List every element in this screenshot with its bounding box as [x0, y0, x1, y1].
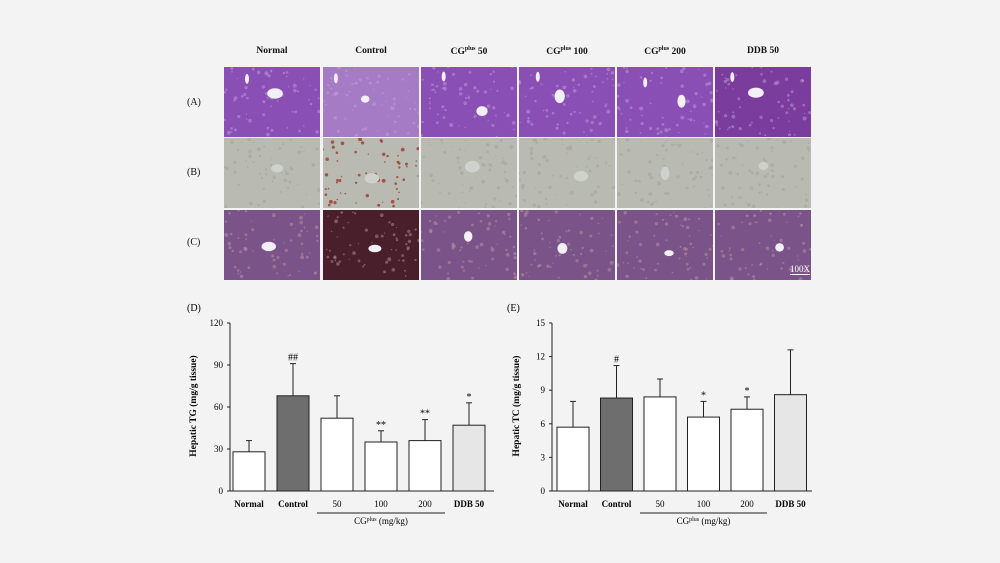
row-label-c: (C)	[187, 237, 201, 248]
histology-tile	[617, 210, 713, 280]
col-header-dose: 50	[475, 47, 488, 58]
panel-label-e: (E)	[507, 303, 520, 314]
col-header-dose: 100	[571, 47, 588, 58]
ylabel-tg: Hepatic TG (mg/g tissue)	[188, 355, 199, 456]
col-header-text: Normal	[256, 46, 288, 56]
x-tick-label: 100	[374, 499, 388, 509]
col-header-control: Control	[323, 46, 419, 56]
col-header-sup: plus	[560, 46, 572, 52]
chart-tg: 0 30 60 90 120 Normal ## Control 50 ** 100 ** 200 * DD…	[210, 318, 494, 526]
bar	[600, 397, 633, 492]
x-tick-label: Control	[602, 499, 632, 509]
significance-label: *	[701, 390, 706, 401]
x-tick-label: 100	[697, 499, 711, 509]
x-tick-label: Normal	[558, 499, 588, 509]
bar	[452, 424, 486, 492]
col-header-cg100: CGplus 100	[519, 46, 615, 57]
histology-tile	[715, 138, 811, 208]
y-tick-label: 60	[214, 402, 224, 412]
bar	[556, 426, 590, 492]
col-header-cg50: CGplus 50	[421, 46, 517, 57]
col-header-text: DDB 50	[747, 46, 779, 56]
x-tick-label: DDB 50	[775, 499, 806, 509]
histology-tile	[421, 67, 517, 137]
col-header-sup: plus	[464, 46, 476, 52]
y-tick-label: 30	[214, 444, 224, 454]
bar	[774, 394, 807, 492]
col-header-text: CG	[644, 47, 659, 58]
histology-tile	[715, 67, 811, 137]
bar	[730, 408, 764, 492]
histology-tile	[224, 67, 320, 137]
col-header-normal: Normal	[224, 46, 320, 56]
chart-tc: 0 3 6 9 12 15 Normal # Control 50 * 100 * 200 DDB 50 CG…	[536, 318, 812, 526]
bar	[320, 417, 354, 492]
x-tick-label: Control	[278, 499, 308, 509]
panel-label-d: (D)	[187, 303, 201, 314]
col-header-dose: 200	[669, 47, 686, 58]
col-header-text: CG	[450, 47, 465, 58]
histology-tile	[224, 210, 320, 280]
histology-tile	[519, 138, 615, 208]
row-label-a: (A)	[187, 97, 201, 108]
group-label: CGplus (mg/kg)	[677, 516, 731, 526]
y-tick-label: 0	[219, 486, 224, 496]
y-tick-label: 15	[536, 318, 546, 328]
bar	[276, 395, 310, 492]
bar	[364, 441, 398, 492]
y-tick-label: 3	[541, 452, 546, 462]
histology-tile	[519, 67, 615, 137]
col-header-sup: plus	[658, 46, 670, 52]
histology-tile	[715, 210, 811, 280]
y-tick-label: 6	[541, 419, 546, 429]
x-tick-label: 200	[740, 499, 754, 509]
histology-tile	[323, 210, 419, 280]
histology-tile	[421, 138, 517, 208]
y-tick-label: 90	[214, 360, 224, 370]
histology-tile	[421, 210, 517, 280]
x-tick-label: Normal	[234, 499, 264, 509]
bar	[687, 416, 720, 492]
row-label-b: (B)	[187, 167, 201, 178]
histology-tile	[323, 67, 419, 137]
col-header-ddb50: DDB 50	[715, 46, 811, 56]
bar	[408, 440, 442, 492]
histology-tile	[519, 210, 615, 280]
significance-label: ##	[288, 353, 298, 364]
significance-label: **	[376, 420, 386, 431]
x-tick-label: 50	[656, 499, 666, 509]
bar	[643, 396, 677, 492]
x-tick-label: DDB 50	[454, 499, 485, 509]
magnification-label: 100X	[790, 264, 810, 275]
ylabel-tc: Hepatic TC (mg/g tissue)	[511, 356, 522, 457]
histology-tile	[224, 138, 320, 208]
col-header-text: CG	[546, 47, 561, 58]
histology-tile	[323, 138, 419, 208]
significance-label: **	[420, 409, 430, 420]
group-label: CGplus (mg/kg)	[354, 516, 408, 526]
significance-label: *	[467, 392, 472, 403]
x-tick-label: 200	[418, 499, 432, 509]
x-tick-label: 50	[333, 499, 343, 509]
y-tick-label: 0	[541, 486, 546, 496]
y-tick-label: 12	[536, 352, 545, 362]
y-tick-label: 9	[541, 385, 546, 395]
col-header-cg200: CGplus 200	[617, 46, 713, 57]
histology-tile	[617, 67, 713, 137]
bar	[232, 451, 266, 492]
y-tick-label: 120	[210, 318, 224, 328]
significance-label: #	[614, 355, 619, 366]
significance-label: *	[745, 386, 750, 397]
histology-tile	[617, 138, 713, 208]
col-header-text: Control	[355, 46, 387, 56]
